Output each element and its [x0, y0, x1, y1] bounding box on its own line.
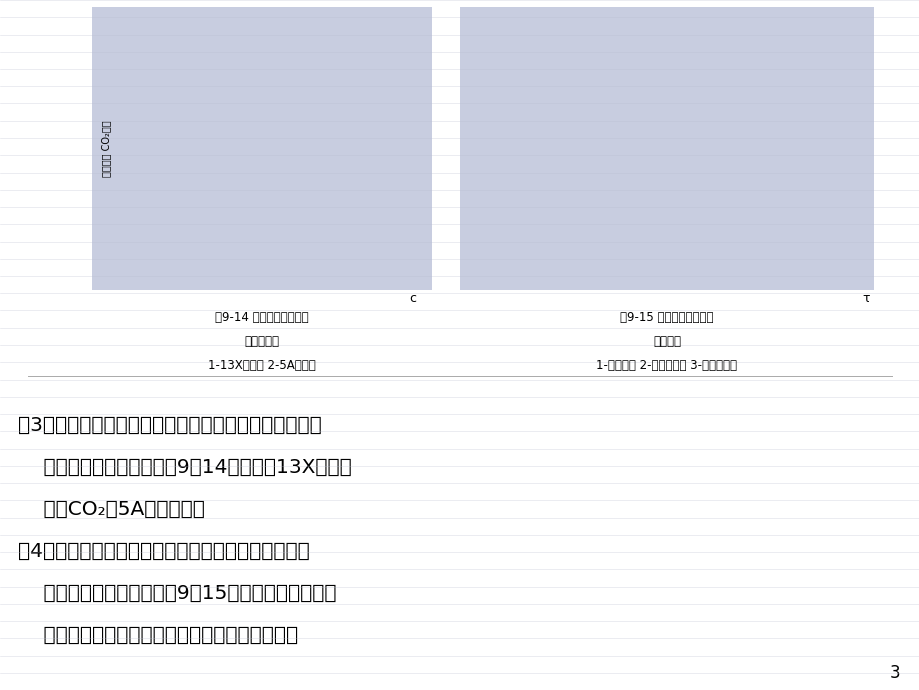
Text: 2: 2	[355, 132, 364, 146]
Text: 2: 2	[754, 159, 762, 172]
Text: 吸附CO₂比5A分子筛好。: 吸附CO₂比5A分子筛好。	[18, 500, 205, 519]
Text: c/c₀: c/c₀	[474, 127, 494, 137]
Text: 1-最初使用 2-使用数日后 3-使用数年后: 1-最初使用 2-使用数日后 3-使用数年后	[596, 359, 737, 372]
Text: 1: 1	[802, 159, 811, 172]
Text: 1-13X分子筛 2-5A分子筛: 1-13X分子筛 2-5A分子筛	[208, 359, 316, 372]
Text: 3: 3	[687, 159, 696, 172]
Text: 小，吸附性能变坏，如图9－15所示。图中虚线是使: 小，吸附性能变坏，如图9－15所示。图中虚线是使	[18, 584, 336, 602]
Text: 图9-15 吸附周期对透过曲: 图9-15 吸附周期对透过曲	[619, 310, 713, 324]
Text: 线的影响: 线的影响	[652, 335, 680, 348]
Text: 图9-14 吸附剂种类对透过: 图9-14 吸附剂种类对透过	[215, 310, 309, 324]
Text: c: c	[408, 292, 415, 304]
Text: 吸附能力强的陡些，如图9－14所示，用13X分子筛: 吸附能力强的陡些，如图9－14所示，用13X分子筛	[18, 457, 351, 477]
Text: （3）相同吸附质采用不同的吸附剂时，透过曲线不同，: （3）相同吸附质采用不同的吸附剂时，透过曲线不同，	[18, 416, 322, 435]
Text: （4）吸附剂使用周期增加后，其透过曲线斜率逐渐变: （4）吸附剂使用周期增加后，其透过曲线斜率逐渐变	[18, 542, 310, 561]
Text: τ: τ	[861, 292, 868, 304]
Text: 3: 3	[889, 664, 899, 682]
Text: 曲线的影响: 曲线的影响	[244, 335, 279, 348]
Text: 出口气体 CO₂浓度: 出口气体 CO₂浓度	[101, 120, 110, 177]
Text: 1: 1	[310, 105, 319, 119]
Text: 用周期过长，而需要更换的吸附剂的透过曲线。: 用周期过长，而需要更换的吸附剂的透过曲线。	[18, 626, 298, 644]
